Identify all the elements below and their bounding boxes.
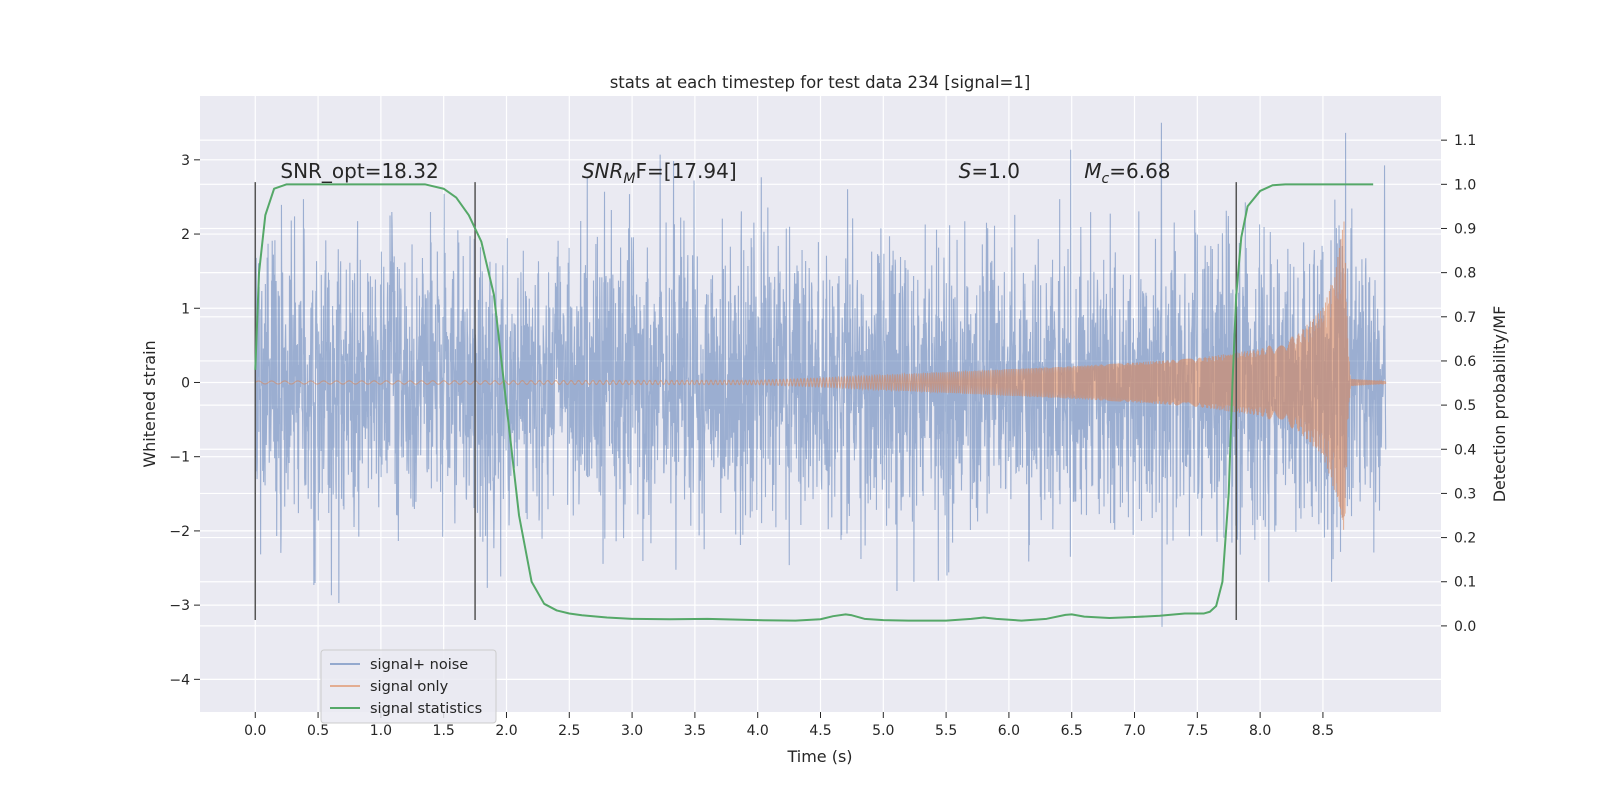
- right-tick-label: 0.8: [1454, 266, 1476, 282]
- x-tick-label: 6.5: [1061, 723, 1083, 739]
- right-tick-label: 1.0: [1454, 177, 1476, 193]
- right-axis-label: Detection probability/MF: [1490, 306, 1509, 503]
- legend-label-noise: signal+ noise: [370, 657, 468, 673]
- annotations: SNR_opt=18.32 SNRMF=[17.94] S=1.0 Mc=6.68: [280, 159, 1170, 187]
- series-signal-only-line: [254, 221, 1387, 530]
- x-tick-label: 7.0: [1123, 723, 1145, 739]
- x-tick-label: 4.0: [747, 723, 769, 739]
- x-tick-label: 4.5: [809, 723, 831, 739]
- y-tick-label: 2: [181, 227, 190, 243]
- right-tick-label: 0.5: [1454, 398, 1476, 414]
- data-layer: [254, 122, 1387, 627]
- legend-box: [320, 649, 497, 724]
- right-tick-label: 0.3: [1454, 486, 1476, 502]
- x-tick-label: 1.0: [370, 723, 392, 739]
- right-tick-label: 0.6: [1454, 354, 1476, 370]
- right-tick-label: 0.9: [1454, 221, 1476, 237]
- x-tick-label: 3.5: [684, 723, 706, 739]
- x-tick-label: 6.0: [998, 723, 1020, 739]
- x-tick-label: 7.5: [1186, 723, 1208, 739]
- annotation-text: SNR_opt=18.32: [280, 159, 438, 183]
- series-signal-noise-line: [254, 122, 1387, 627]
- right-tick-label: 1.1: [1454, 133, 1476, 149]
- x-tick-label: 3.0: [621, 723, 643, 739]
- y-axis-ticks: −4 −3 −2 −1 0 1 2 3: [169, 153, 200, 688]
- y-tick-label: −2: [169, 524, 190, 540]
- chart-title: stats at each timestep for test data 234…: [610, 73, 1031, 92]
- x-tick-label: 8.0: [1249, 723, 1271, 739]
- x-tick-label: 5.0: [872, 723, 894, 739]
- x-axis-label: Time (s): [786, 747, 852, 766]
- x-tick-label: 5.5: [935, 723, 957, 739]
- x-tick-label: 8.5: [1312, 723, 1334, 739]
- legend-label-signal: signal only: [370, 679, 449, 695]
- legend: signal+ noise signal only signal statist…: [320, 649, 497, 724]
- right-axis-ticks: 0.0 0.1 0.2 0.3 0.4 0.5 0.6 0.7 0.8 0.9 1.0 1.1: [1441, 133, 1476, 635]
- right-tick-label: 0.2: [1454, 531, 1476, 547]
- x-tick-label: 2.0: [495, 723, 517, 739]
- x-tick-label: 2.5: [558, 723, 580, 739]
- series-signal-statistics-line: [254, 183, 1374, 622]
- right-tick-label: 0.4: [1454, 442, 1476, 458]
- annotation-text: SNRMF=[17.94]: [582, 159, 737, 187]
- y-axis-label: Whitened strain: [140, 340, 159, 467]
- y-tick-label: −1: [169, 450, 190, 466]
- y-tick-label: −3: [169, 598, 190, 614]
- y-tick-label: 3: [181, 153, 190, 169]
- y-tick-label: 0: [181, 375, 190, 391]
- x-axis-ticks: 0.0 0.5 1.0 1.5 2.0 2.5 3.0 3.5 4.0 4.5 5.0 5.5 6.0 6…: [244, 712, 1334, 739]
- legend-label-stats: signal statistics: [370, 701, 482, 717]
- right-tick-label: 0.7: [1454, 310, 1476, 326]
- x-tick-label: 1.5: [433, 723, 455, 739]
- y-tick-label: −4: [169, 672, 190, 688]
- x-tick-label: 0.5: [307, 723, 329, 739]
- annotation-text: Mc=6.68: [1084, 159, 1170, 187]
- annotation-text: S=1.0: [959, 159, 1020, 183]
- x-tick-label: 0.0: [244, 723, 266, 739]
- y-tick-label: 1: [181, 301, 190, 317]
- right-tick-label: 0.1: [1454, 575, 1476, 591]
- right-tick-label: 0.0: [1454, 619, 1476, 635]
